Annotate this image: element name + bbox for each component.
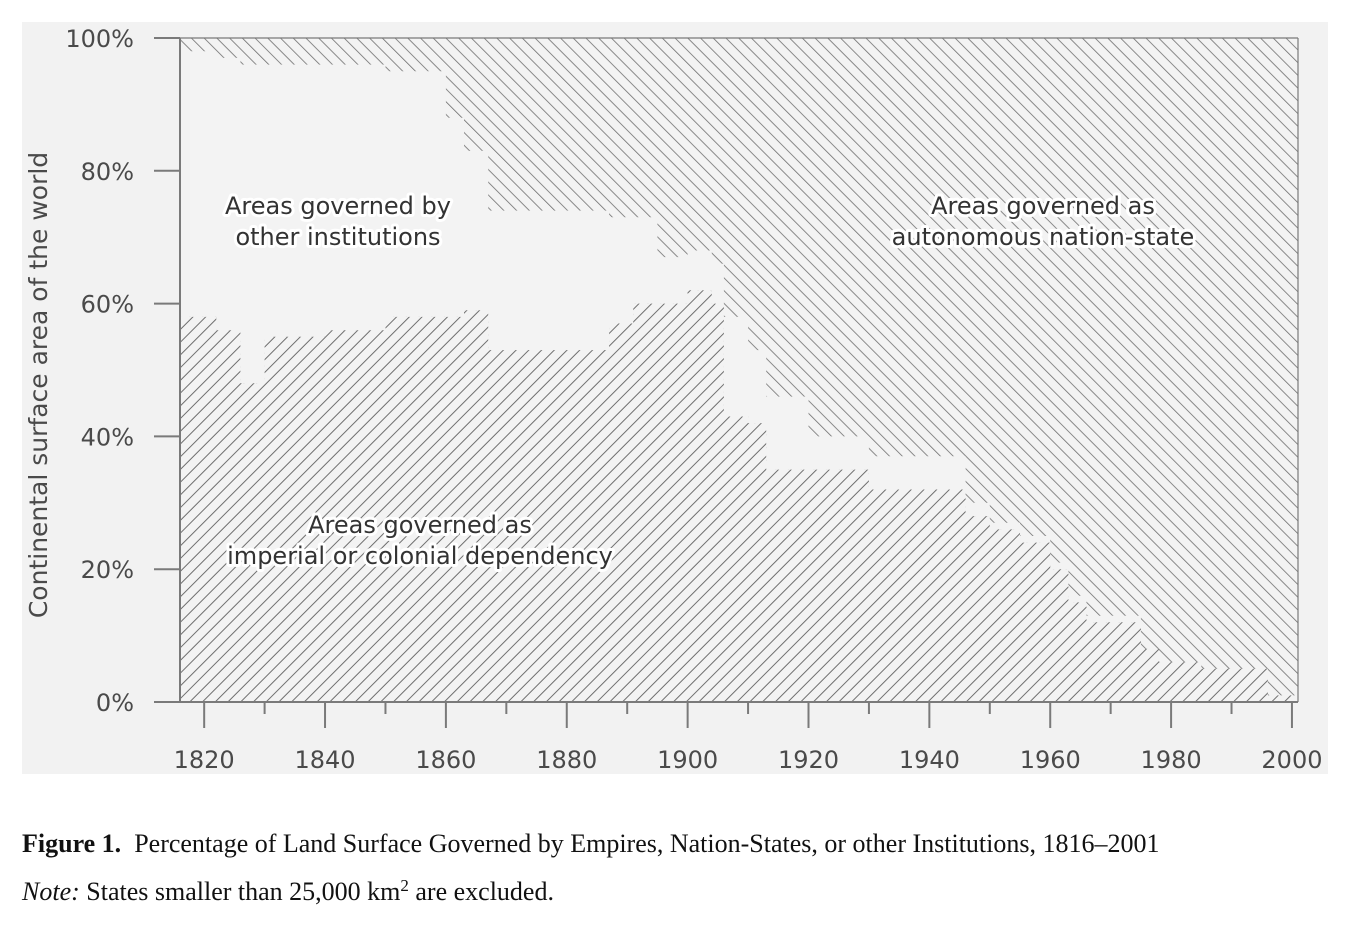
region-label-nation: autonomous nation-state: [892, 223, 1195, 251]
y-tick-label: 40%: [81, 423, 134, 451]
chart: 0% 20% 40% 60% 80% 100% 1820 1840 1860 1880 1900 19…: [22, 22, 1328, 774]
x-tick-label: 1980: [1141, 746, 1202, 774]
x-tick-label: 1880: [536, 746, 597, 774]
caption-title-line: Figure 1. Percentage of Land Surface Gov…: [22, 820, 1352, 868]
x-tick-label: 1940: [899, 746, 960, 774]
area-other-institutions: [180, 51, 1298, 696]
figure-caption: Figure 1. Percentage of Land Surface Gov…: [22, 820, 1352, 916]
x-tick-label: 1820: [174, 746, 235, 774]
y-tick-label: 80%: [81, 158, 134, 186]
y-tick-label: 20%: [81, 556, 134, 584]
x-tick-label: 1960: [1020, 746, 1081, 774]
y-tick-label: 60%: [81, 291, 134, 319]
note-label: Note:: [22, 877, 80, 906]
figure-title: Percentage of Land Surface Governed by E…: [134, 829, 1160, 858]
region-label-other: Areas governed by: [225, 192, 451, 220]
x-tick-label: 1920: [778, 746, 839, 774]
region-label-imperial: imperial or colonial dependency: [227, 542, 613, 570]
y-axis-label: Continental surface area of the world: [24, 152, 53, 618]
note-superscript: 2: [400, 876, 409, 895]
region-label-imperial: Areas governed as: [308, 511, 532, 539]
area-imperial-colonial: [180, 290, 1298, 702]
note-end: are excluded.: [408, 877, 554, 906]
figure-label: Figure 1.: [22, 829, 122, 858]
caption-note-line: Note: States smaller than 25,000 km2 are…: [22, 868, 1352, 916]
x-tick-label: 2000: [1261, 746, 1322, 774]
x-tick-label: 1840: [294, 746, 355, 774]
region-label-other: other institutions: [235, 223, 440, 251]
x-tick-label: 1860: [415, 746, 476, 774]
region-label-nation: Areas governed as: [931, 192, 1155, 220]
note-text: States smaller than 25,000 km: [86, 877, 401, 906]
y-tick-label: 100%: [65, 25, 134, 53]
x-tick-label: 1900: [657, 746, 718, 774]
y-tick-label: 0%: [96, 689, 134, 717]
